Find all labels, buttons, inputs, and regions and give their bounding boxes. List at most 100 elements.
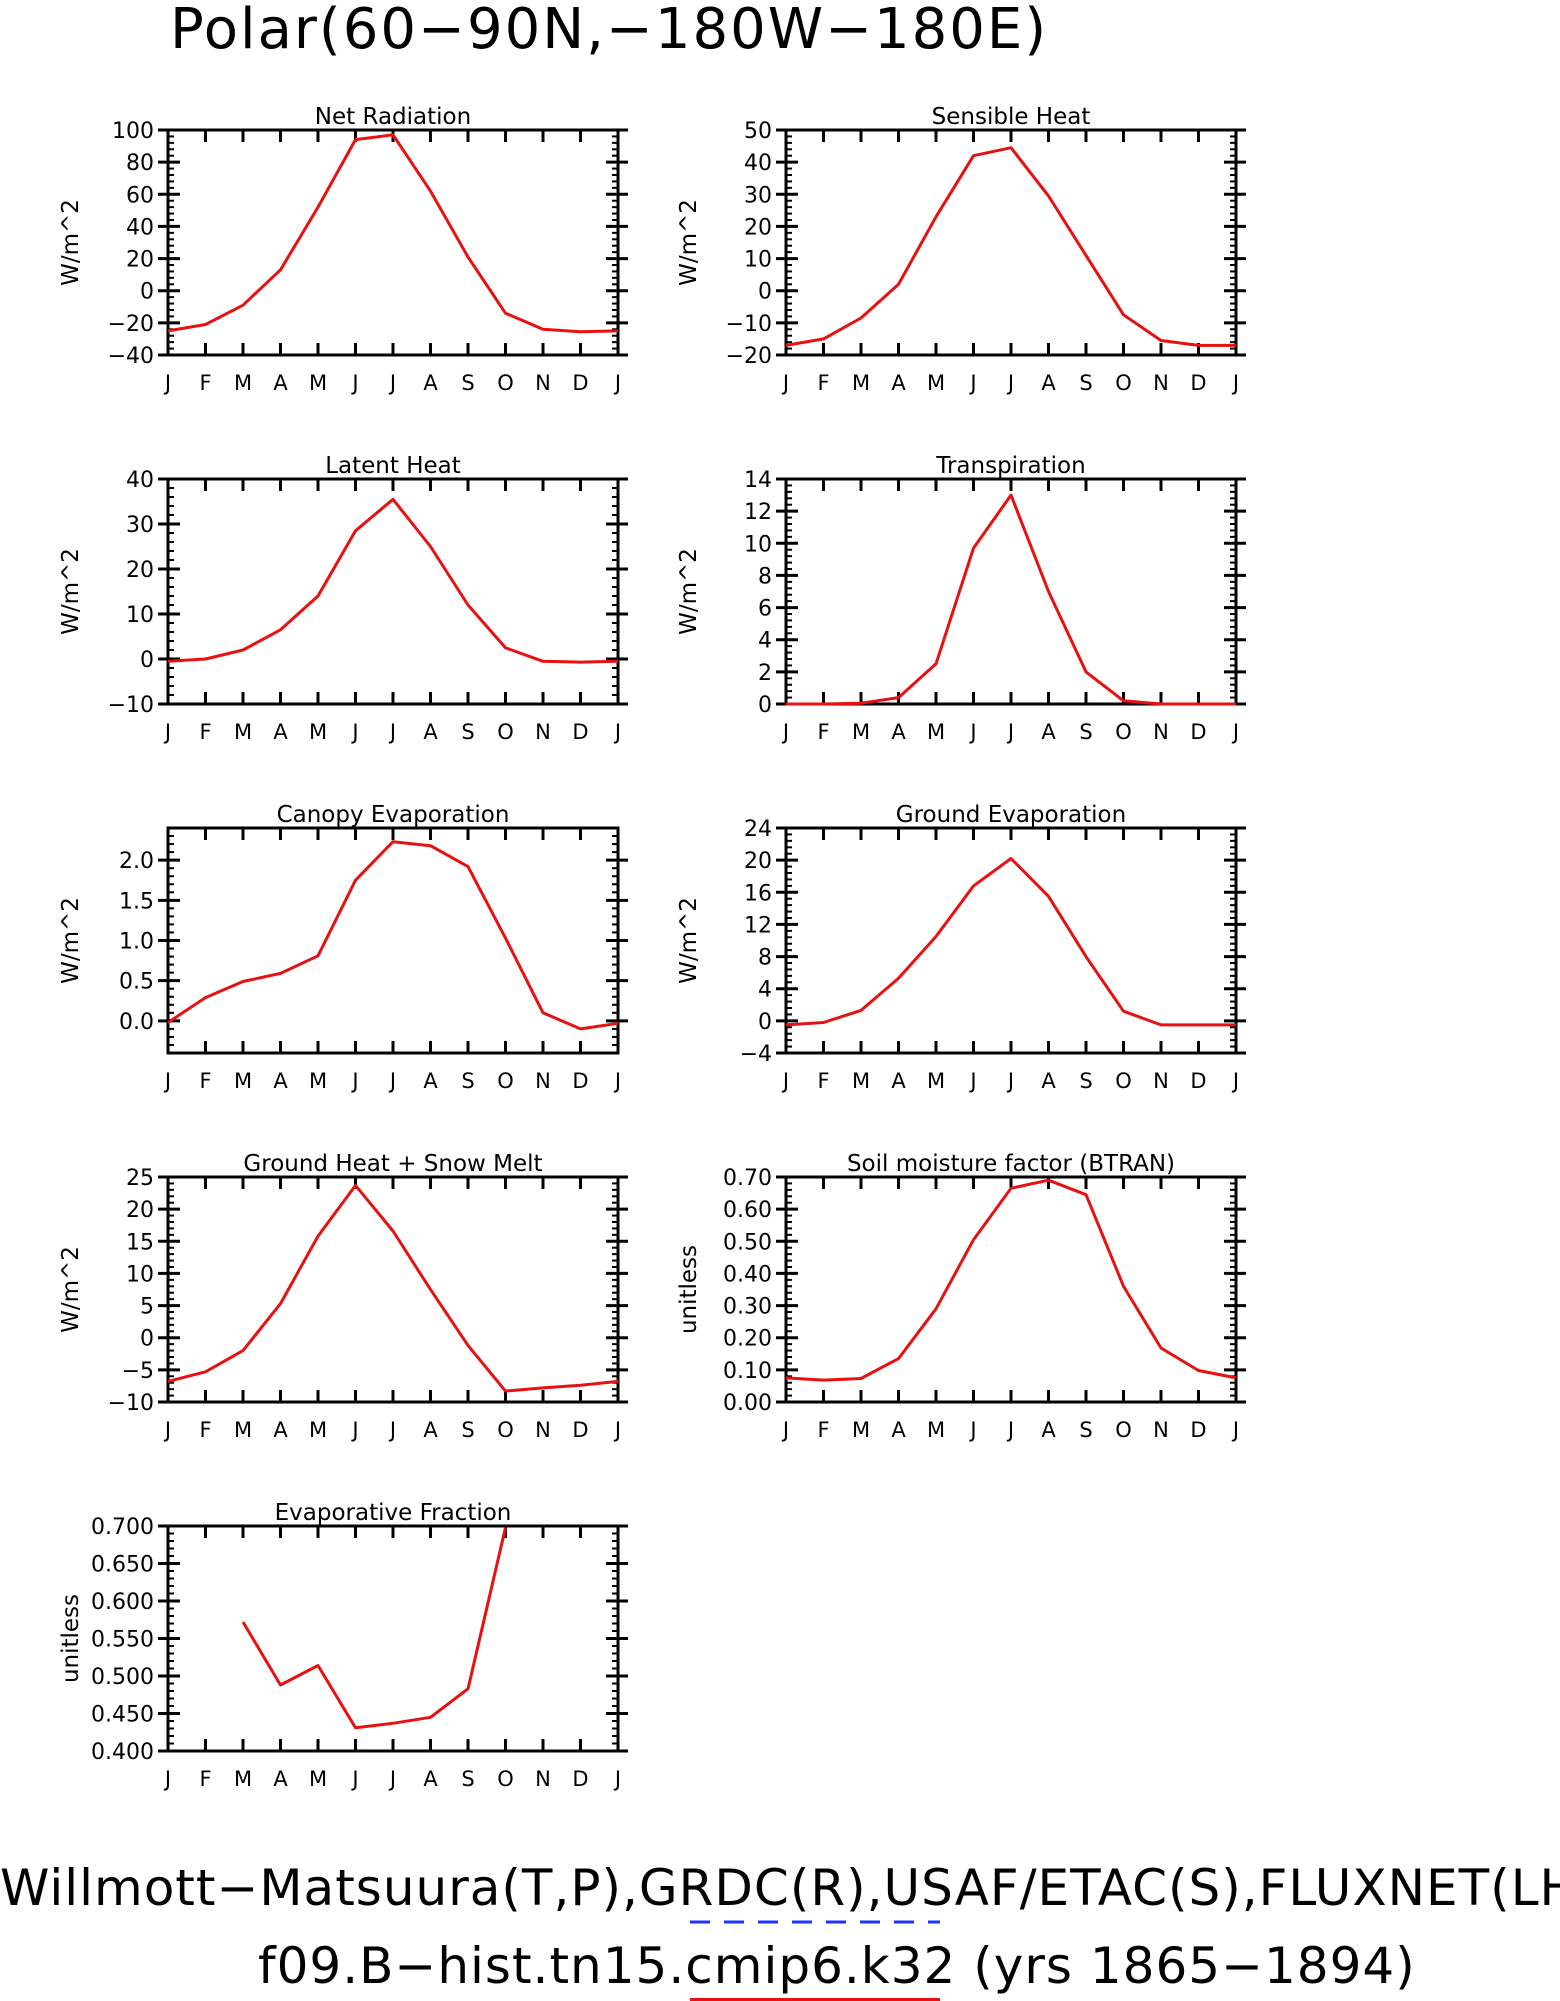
y-tick-label: 20 [126,1198,154,1223]
x-tick-label: J [388,1069,396,1093]
x-tick-label: O [1115,371,1132,395]
y-tick-label: 0.00 [723,1391,772,1416]
x-tick-label: D [1190,1069,1206,1093]
x-tick-label: N [535,1069,551,1093]
y-tick-label: 0.700 [91,1515,154,1540]
y-tick-label: 1.0 [119,930,154,955]
x-tick-label: D [572,371,588,395]
y-tick-label: 10 [126,603,154,628]
x-tick-label: D [572,1418,588,1442]
series-line [241,1527,507,1730]
series-line [167,497,619,664]
x-tick-label: M [927,1069,945,1093]
x-tick-label: J [781,1069,789,1093]
chart-title: Ground Heat + Snow Melt [243,1151,542,1177]
y-tick-label: 25 [126,1166,154,1191]
plot-frame [784,826,1238,1055]
x-tick-label: J [968,371,976,395]
x-tick-label: D [1190,720,1206,744]
x-tick-label: S [461,1069,474,1093]
x-tick-label: F [199,1767,211,1791]
x-tick-label: A [273,1069,288,1093]
y-tick-label: 20 [126,558,154,583]
plot-frame [166,128,620,357]
y-axis-label: W/m^2 [58,897,84,984]
x-tick-label: M [309,1767,327,1791]
x-tick-label: J [1231,1418,1239,1442]
y-tick-label: 20 [744,849,772,874]
x-tick-label: A [423,1069,438,1093]
x-tick-label: A [1041,371,1056,395]
series-line [167,840,619,1031]
x-tick-label: J [350,720,358,744]
x-tick-label: J [968,1418,976,1442]
y-tick-label: 10 [744,532,772,557]
x-tick-label: M [927,1418,945,1442]
plot-frame [166,826,620,1055]
y-tick-label: 0.50 [723,1230,772,1255]
x-tick-label: J [163,1418,171,1442]
x-tick-label: J [163,720,171,744]
y-tick-label: −40 [108,344,154,369]
y-axis-label: W/m^2 [676,897,702,984]
x-tick-label: J [968,1069,976,1093]
x-tick-label: F [817,1069,829,1093]
x-tick-label: S [1079,720,1092,744]
y-tick-label: 0 [140,1327,154,1352]
x-tick-label: A [1041,1418,1056,1442]
series-line [786,493,1236,706]
x-tick-label: M [309,1418,327,1442]
x-tick-label: A [273,1767,288,1791]
x-tick-label: J [1231,1069,1239,1093]
x-tick-label: A [891,1069,906,1093]
x-tick-label: M [852,1069,870,1093]
series-line [167,133,619,334]
chart-title: Sensible Heat [932,104,1091,130]
x-tick-label: J [613,1767,621,1791]
y-tick-label: −20 [108,312,154,337]
x-tick-label: N [535,1418,551,1442]
x-tick-label: A [891,1418,906,1442]
obs-dataset-label: Willmott−Matsuura(T,P),GRDC(R),USAF/ETAC… [0,1859,1560,1917]
x-tick-label: M [234,1418,252,1442]
x-tick-label: O [497,1767,514,1791]
x-tick-label: A [891,371,906,395]
x-tick-label: D [572,720,588,744]
y-tick-label: 4 [758,629,772,654]
x-tick-label: M [852,720,870,744]
y-tick-label: −4 [740,1042,772,1067]
x-tick-label: A [423,720,438,744]
y-axis-label: W/m^2 [58,1246,84,1333]
x-tick-label: J [388,720,396,744]
y-tick-label: 8 [758,564,772,589]
x-tick-label: O [1115,1418,1132,1442]
y-tick-label: −20 [726,344,772,369]
y-tick-label: 0.40 [723,1262,772,1287]
series-line [785,1178,1237,1382]
y-tick-label: 30 [126,513,154,538]
y-tick-label: 40 [126,468,154,493]
y-tick-label: −5 [122,1359,154,1384]
x-tick-label: J [388,1418,396,1442]
x-tick-label: N [1153,1069,1169,1093]
x-tick-label: S [1079,371,1092,395]
x-tick-label: D [1190,1418,1206,1442]
y-tick-label: 0.550 [91,1628,154,1653]
y-tick-label: 40 [744,151,772,176]
x-tick-label: J [350,1069,358,1093]
x-tick-label: M [234,720,252,744]
y-tick-label: 2 [758,661,772,686]
x-tick-label: A [891,720,906,744]
x-tick-label: A [273,371,288,395]
x-tick-label: J [1006,1069,1014,1093]
y-tick-label: 0.30 [723,1295,772,1320]
y-tick-label: −10 [726,312,772,337]
x-tick-label: D [572,1767,588,1791]
y-tick-label: 14 [744,468,772,493]
y-tick-label: 60 [126,183,154,208]
